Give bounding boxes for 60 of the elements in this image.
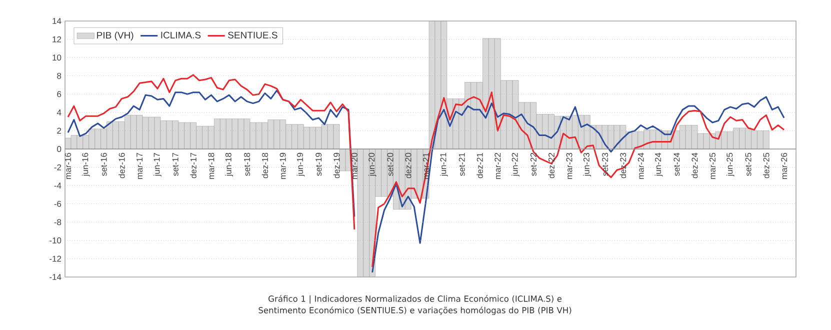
x-tick-label: mar-22 [494, 152, 501, 179]
x-tick-label: mar-20 [351, 152, 358, 179]
x-tick-label: set-21 [458, 152, 465, 176]
x-tick-label: mar-25 [709, 152, 716, 179]
x-tick-label: mar-24 [638, 152, 644, 179]
x-tick-label: set-25 [745, 152, 752, 176]
x-tick-label: mar-23 [566, 152, 572, 179]
x-tick-label: jun-23 [583, 152, 592, 176]
y-tick-label: 2 [57, 128, 62, 134]
x-tick-label: dez-22 [548, 152, 554, 178]
x-tick-label: dez-20 [405, 152, 412, 178]
y-tick-label: 12 [52, 36, 62, 42]
x-tick-label: dez-17 [190, 152, 196, 178]
legend-label: PIB (VH) [97, 32, 134, 40]
y-tick-label: 8 [57, 72, 62, 79]
x-tick-label: mar-17 [136, 152, 143, 179]
x-tick-label: set-17 [172, 152, 178, 176]
x-tick-label: set-23 [602, 152, 608, 176]
x-tick-label: set-18 [244, 152, 250, 176]
x-tick-label: dez-21 [476, 152, 483, 178]
x-tick-label: mar-19 [280, 152, 286, 179]
x-tick-label: dez-19 [333, 152, 340, 178]
x-tick-label: dez-18 [262, 152, 268, 178]
y-tick-label: -12 [50, 256, 62, 262]
x-tick-label: jun-19 [296, 152, 305, 176]
x-tick-label: jun-21 [440, 152, 448, 176]
x-tick-label: mar-21 [423, 152, 430, 179]
y-tick-label: 10 [52, 54, 62, 61]
y-tick-label: -2 [54, 164, 62, 170]
y-tick-label: -6 [54, 200, 62, 207]
legend-label: SENTIUE.S [228, 32, 278, 38]
x-tick-label: mar-16 [64, 152, 71, 179]
legend-label: ICLIMA.S [161, 32, 201, 38]
x-tick-label: jun-16 [82, 152, 90, 176]
x-tick-label: jun-22 [512, 152, 520, 176]
x-tick-label: jun-20 [368, 152, 376, 176]
x-tick-label: jun-25 [726, 152, 734, 176]
y-tick-label: 4 [56, 110, 62, 116]
x-tick-label: dez-16 [118, 152, 125, 178]
y-tick-label: 0 [57, 146, 62, 152]
x-tick-label: set-24 [674, 152, 680, 176]
x-tick-label: mar-26 [781, 152, 788, 179]
x-tick-label: dez-23 [620, 152, 626, 178]
x-tick-label: set-16 [100, 152, 107, 176]
y-tick-label: -10 [50, 237, 62, 244]
x-tick-label: mar-18 [208, 152, 214, 179]
x-tick-label: jun-18 [225, 152, 234, 176]
y-tick-label: -8 [54, 219, 62, 226]
y-tick-label: -4 [54, 182, 62, 188]
x-tick-label: set-20 [387, 152, 394, 176]
x-tick-label: set-22 [530, 152, 536, 176]
text: Gráfico 1 | Indicadores Normalizados de Clima Económico (ICLIMA.S) e Sentimento Económico (SENTIUE.S) e variações homólogas do PIB (PIB VH) [258, 295, 572, 315]
x-tick-label: dez-24 [691, 152, 698, 178]
y-tick-label: 14 [52, 18, 62, 24]
x-tick-label: jun-24 [654, 152, 663, 176]
x-tick-label: dez-25 [763, 152, 770, 178]
y-tick-label: -14 [50, 274, 62, 280]
x-tick-label: set-19 [316, 152, 322, 176]
x-tick-label: jun-17 [154, 152, 162, 176]
y-tick-label: 6 [57, 91, 62, 98]
